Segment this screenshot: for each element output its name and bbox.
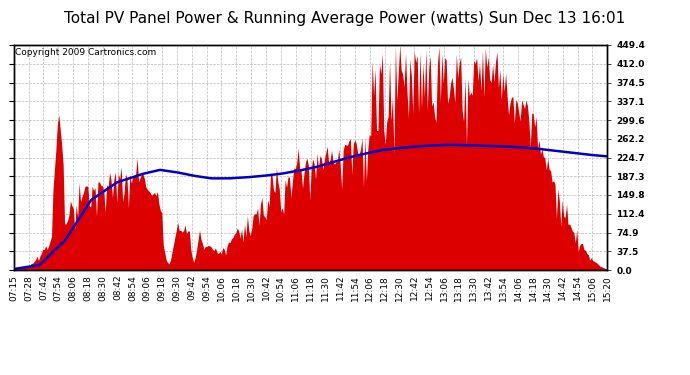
Text: Copyright 2009 Cartronics.com: Copyright 2009 Cartronics.com [15,48,156,57]
Text: Total PV Panel Power & Running Average Power (watts) Sun Dec 13 16:01: Total PV Panel Power & Running Average P… [64,11,626,26]
